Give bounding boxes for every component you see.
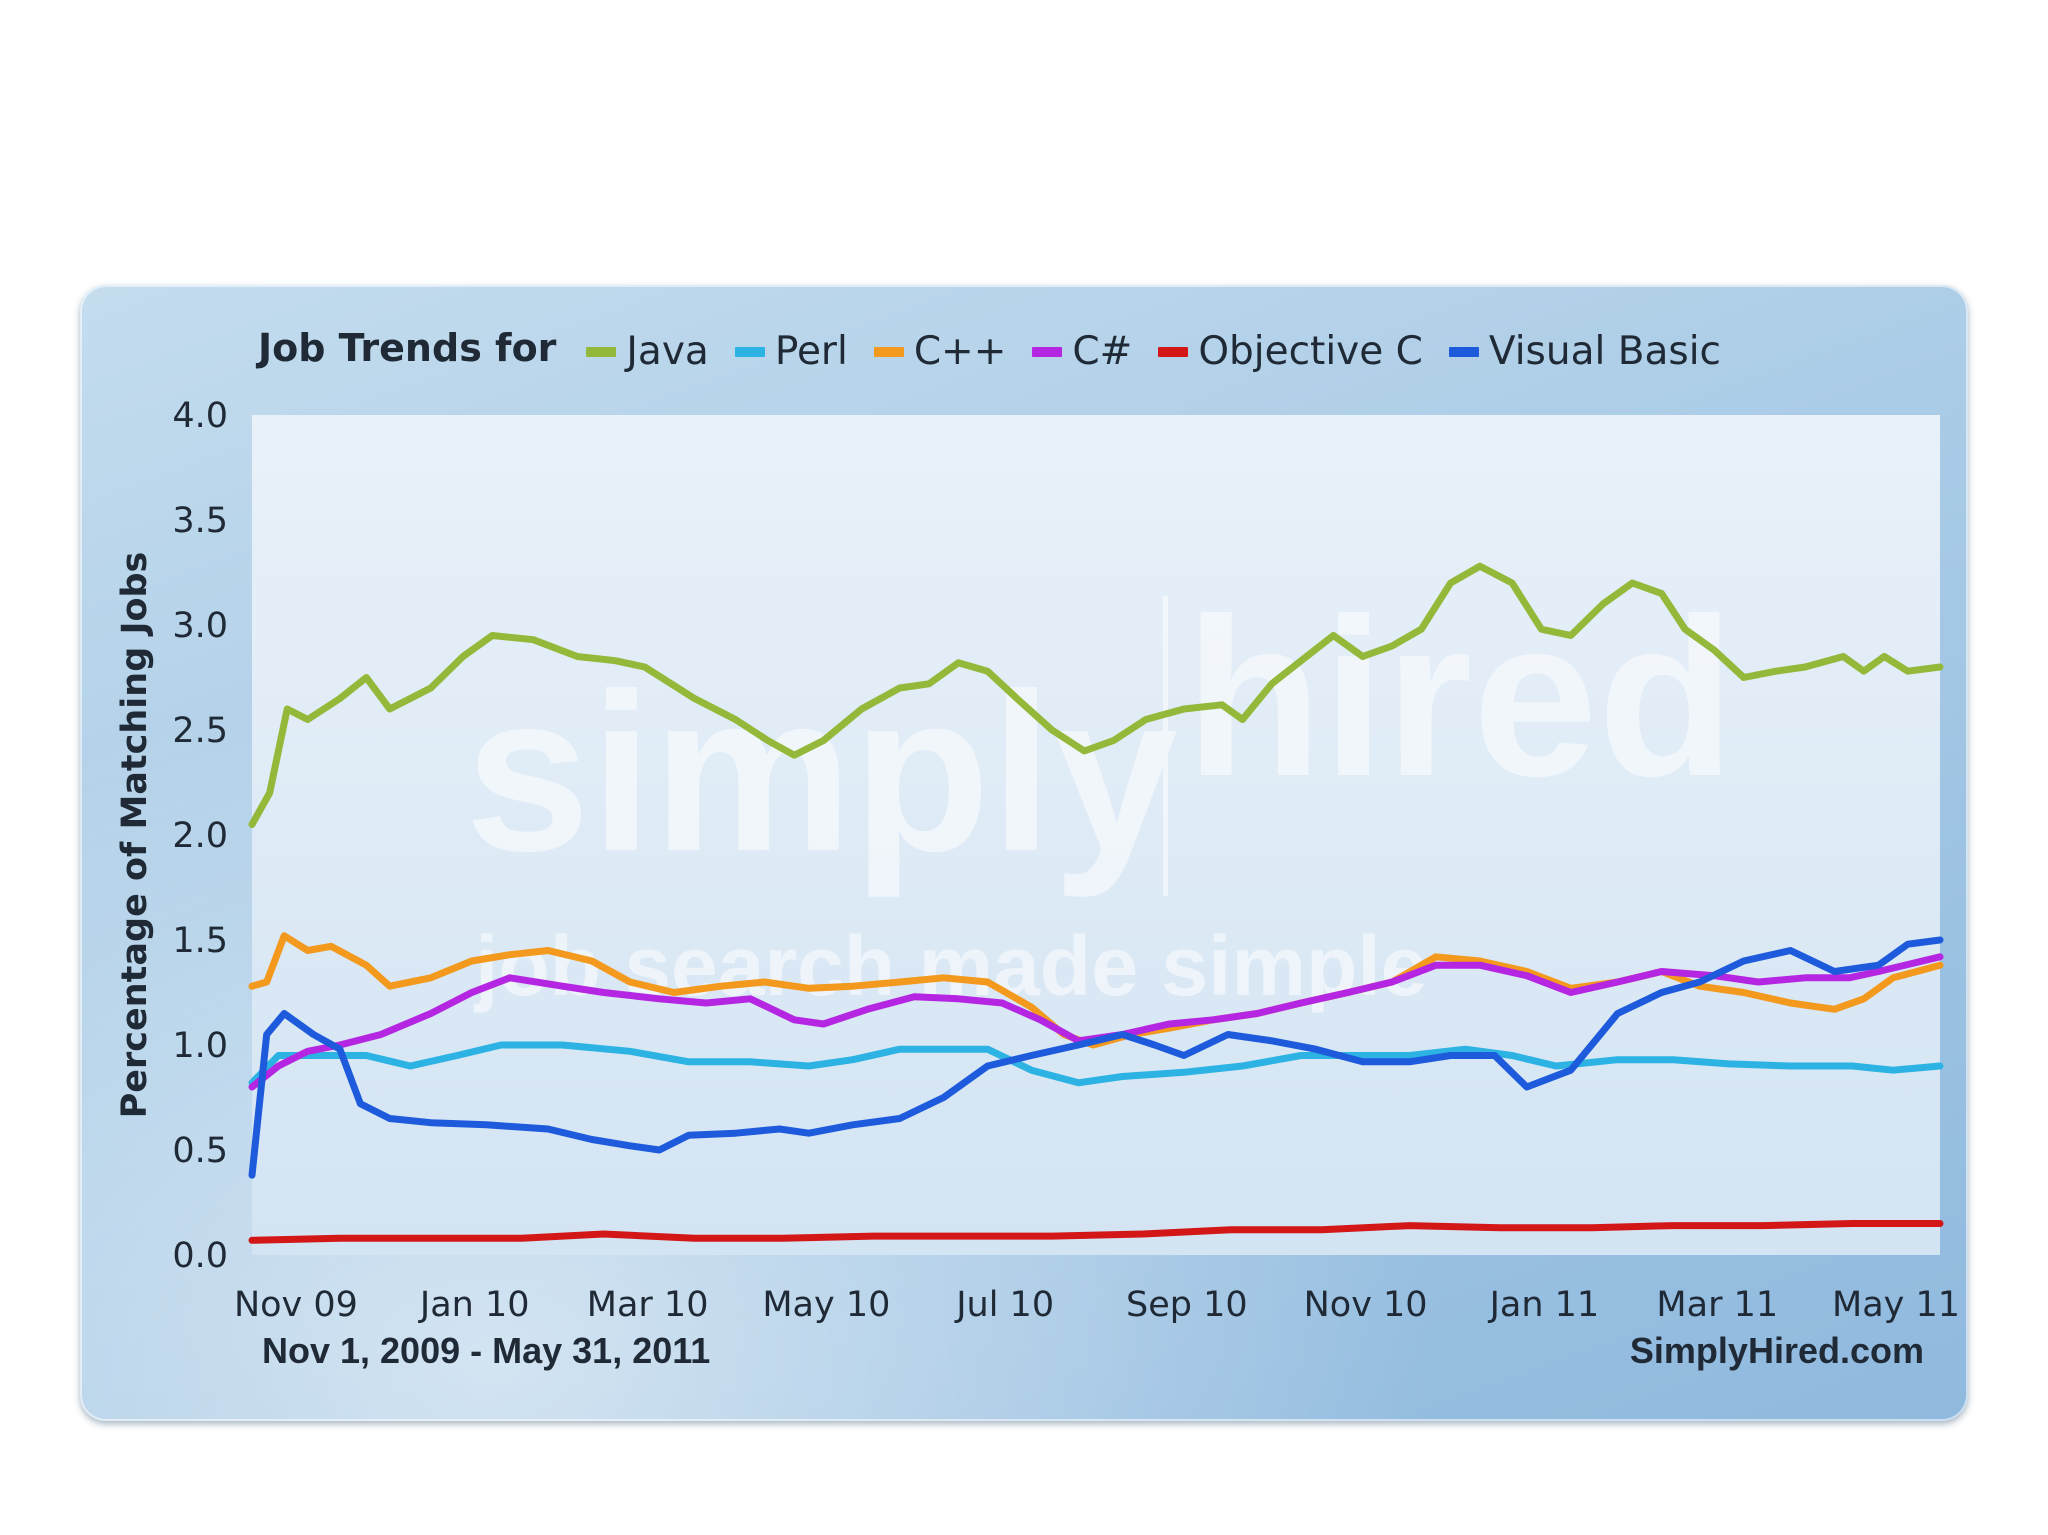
y-tick-label: 0.0 [172,1236,228,1276]
legend-item: Visual Basic [1448,329,1721,375]
legend-swatch [873,346,904,357]
x-tick-label: May 10 [762,1285,890,1325]
y-tick-label: 0.5 [172,1131,228,1171]
legend-label: C++ [913,329,1007,375]
x-axis-ticks: Nov 09 Jan 10 Mar 10 May 10 Jul 10 Sep 10 Nov … [234,1285,1960,1325]
series-line-perl [248,1041,1944,1087]
legend: Job Trends for Java Perl C++ C# Objective C V… [258,322,1747,374]
y-axis-ticks: 0.0 0.5 1.0 1.5 2.0 2.5 3.0 3.5 4.0 [172,396,228,1276]
y-tick-label: 1.0 [172,1026,228,1066]
legend-swatch [586,346,617,357]
watermark-line1: simply [465,646,1178,898]
series-line-visual-basic [248,936,1944,1179]
legend-label: Objective C [1198,329,1423,375]
series-line-java [248,562,1944,828]
y-tick-label: 2.0 [172,816,228,856]
y-tick-label: 3.0 [172,606,228,646]
legend-swatch [1158,346,1189,357]
legend-label: Perl [774,329,848,375]
legend-item: Objective C [1158,329,1423,374]
x-tick-label: Mar 10 [587,1285,709,1325]
legend-swatch [1448,346,1479,357]
y-tick-label: 4.0 [172,396,228,436]
date-range-label: Nov 1, 2009 - May 31, 2011 [262,1330,711,1371]
x-tick-label: Jul 10 [954,1285,1054,1325]
legend-item: C++ [873,329,1007,375]
x-tick-label: Mar 11 [1656,1285,1778,1325]
source-link[interactable]: SimplyHired.com [1629,1330,1924,1371]
legend-item: Java [586,329,709,375]
x-tick-label: May 11 [1832,1285,1960,1325]
watermark-divider [1163,596,1168,896]
plot-area [252,415,1940,1255]
watermark: simply hired job search made simple [465,571,1735,1013]
legend-item: Perl [734,329,848,375]
y-tick-label: 2.5 [172,711,228,751]
y-axis-title: Percentage of Matching Jobs [115,552,155,1119]
legend-label: Java [626,329,709,375]
legend-title: Job Trends for [258,326,557,370]
x-tick-label: Nov 10 [1304,1285,1428,1325]
legend-label: Visual Basic [1488,329,1721,375]
watermark-line2: hired [1185,571,1735,823]
y-tick-label: 1.5 [172,921,228,961]
legend-swatch [734,346,765,357]
series-line-objective-c [248,1220,1944,1244]
x-tick-label: Sep 10 [1126,1285,1248,1325]
legend-swatch [1032,346,1063,357]
legend-item: C# [1032,329,1132,374]
legend-items: Java Perl C++ C# Objective C Visual Basic [586,322,1747,375]
x-tick-label: Jan 10 [418,1285,530,1325]
x-tick-label: Nov 09 [234,1285,358,1325]
x-tick-label: Jan 11 [1488,1285,1600,1325]
y-tick-label: 3.5 [172,501,228,541]
legend-label: C# [1072,329,1133,375]
series-lines [248,562,1944,1244]
series-line-c- [248,953,1944,1091]
